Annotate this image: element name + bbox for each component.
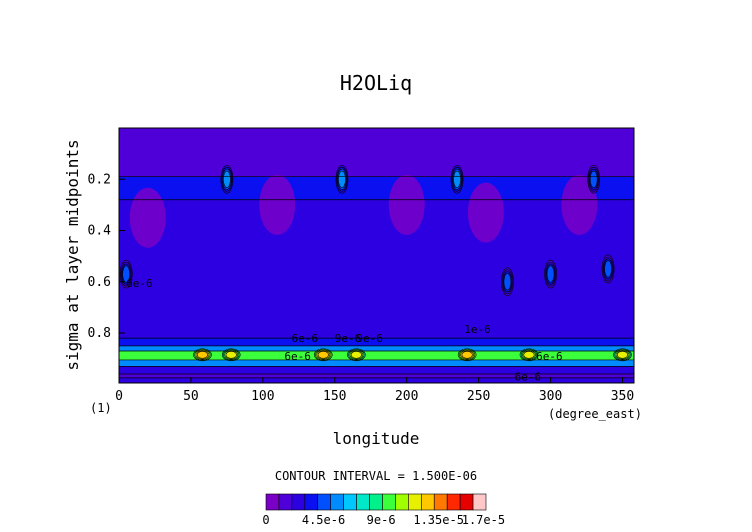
x-tick-label-300: 300 [539,389,562,404]
colorbar-swatch-9 [382,493,396,511]
colorbar-swatch-4 [317,493,332,511]
y-tick-label-0.6: 0.6 [88,275,111,290]
x-units: (degree_east) [548,407,642,421]
colorbar-label-1: 4.5e-6 [302,513,345,527]
hotspot-10-ring-1 [589,170,598,188]
x-axis-label: longitude [333,429,420,448]
colorbar-swatch-0 [265,493,280,511]
x-tick-label-150: 150 [323,389,346,404]
x-tick-label-250: 250 [467,389,490,404]
contour-interval: CONTOUR INTERVAL = 1.500E-06 [275,469,477,483]
dry-patch-0 [129,187,166,248]
sigma-band-6 [119,359,634,367]
contour-label-2: 1e-6 [464,323,491,336]
colorbar-swatch-8 [369,493,383,511]
hotspot-14-ring-1 [604,260,612,278]
contour-label-1: 9e-6 [335,332,362,345]
contour-label-4: 6e-6 [284,350,311,363]
dry-patch-4 [561,174,598,235]
x-tick-label-50: 50 [183,389,199,404]
contour-label-5: 6e-6 [536,350,563,363]
colorbar-swatch-15 [459,493,474,511]
y-tick-label-0.8: 0.8 [88,326,111,341]
dry-patch-3 [467,182,504,243]
colorbar-swatch-7 [356,493,370,511]
sigma-band-7 [119,366,634,375]
sigma-band-8 [119,374,634,378]
y-tick-label-0.2: 0.2 [88,172,111,187]
colorbar-swatch-10 [395,493,409,511]
colorbar-swatch-1 [278,493,293,511]
hotspot-3-ring-1 [350,350,362,359]
sigma-band-4 [119,345,634,351]
hotspot-13-ring-1 [546,265,555,283]
sigma-band-9 [119,377,634,383]
hotspot-12-ring-1 [503,273,512,291]
hotspot-0-ring-1 [196,350,209,359]
contour-label-3: 9e-6 [356,332,383,345]
hotspot-6-ring-1 [616,350,629,359]
x-tick-label-200: 200 [395,389,418,404]
hotspot-8-ring-1 [338,170,346,188]
colorbar-label-0: 0 [262,513,269,527]
x-tick-label-0: 0 [115,389,123,404]
colorbar-swatch-14 [446,493,461,511]
colorbar-swatch-11 [408,493,422,511]
sigma-band-5 [119,350,634,360]
sigma-band-3 [119,338,634,346]
hotspot-7-ring-1 [223,170,231,188]
colorbar-swatch-5 [330,493,344,511]
sigma-band-2 [119,199,634,339]
hotspot-1-ring-1 [225,350,237,359]
plot-frame [118,127,635,384]
hotspot-4-ring-1 [461,350,473,359]
x-tick-label-100: 100 [251,389,274,404]
contour-label-0: 6e-6 [292,332,319,345]
colorbar-label-4: 1.7e-5 [462,513,505,527]
hotspot-5-ring-1 [523,350,535,359]
colorbar-swatch-2 [291,493,306,511]
contour-label-7: 6e-6 [126,277,153,290]
y-axis-label: sigma at layer midpoints [63,139,82,370]
hotspot-2-ring-1 [317,350,329,359]
hotspot-9-ring-1 [453,170,461,188]
colorbar-swatch-12 [420,493,435,511]
chart-title: H2OLiq [340,71,412,95]
colorbar-label-3: 1.35e-5 [413,513,464,527]
colorbar-swatch-16 [472,493,487,511]
y-tick-label-0.4: 0.4 [88,224,112,239]
hotspot-11-ring-1 [122,265,131,283]
contour-label-6: 6e-6 [515,370,542,383]
dry-patch-2 [388,174,425,235]
colorbar-swatch-6 [343,493,357,511]
dry-patch-1 [259,174,296,235]
corner-label: (1) [90,401,112,415]
sigma-band-0 [119,128,634,177]
x-tick-label-350: 350 [611,389,634,404]
colorbar-swatch-3 [304,493,319,511]
colorbar-swatch-13 [433,493,448,511]
colorbar [265,493,487,511]
colorbar-label-2: 9e-6 [367,513,396,527]
sigma-band-1 [119,176,634,200]
